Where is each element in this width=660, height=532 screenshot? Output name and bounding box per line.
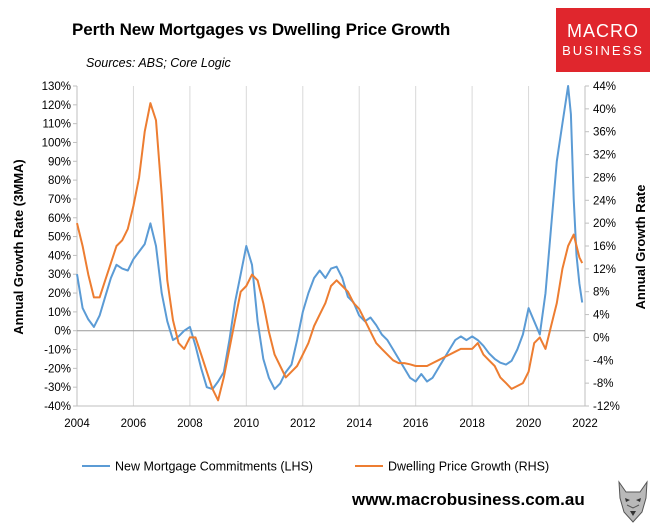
chart-subtitle: Sources: ABS; Core Logic bbox=[86, 56, 231, 70]
legend-label: New Mortgage Commitments (LHS) bbox=[115, 460, 313, 474]
chart: -40% -30% -20% -10% 0% 10% 20% 30% 40% 50% 60% 70% 8… bbox=[11, 81, 648, 474]
right-tick-label: 24% bbox=[593, 195, 616, 207]
left-tick-label: 0% bbox=[54, 326, 71, 338]
macrobusiness-logo: MACRO BUSINESS bbox=[556, 8, 650, 72]
series-line-dwelling-price-growth bbox=[76, 102, 584, 402]
legend-label: Dwelling Price Growth (RHS) bbox=[388, 460, 549, 474]
right-tick-label: 36% bbox=[593, 127, 616, 139]
x-tick-2018: 2018 bbox=[459, 418, 485, 430]
x-tick-2012: 2012 bbox=[290, 418, 316, 430]
x-tick-2020: 2020 bbox=[516, 418, 542, 430]
x-tick-2008: 2008 bbox=[177, 418, 203, 430]
x-tick-2022: 2022 bbox=[572, 418, 598, 430]
wolf-logo-icon bbox=[618, 480, 648, 523]
x-tick-2016: 2016 bbox=[403, 418, 429, 430]
right-tick-label: -8% bbox=[593, 378, 613, 390]
left-tick-label: -20% bbox=[44, 363, 71, 375]
right-tick-label: 40% bbox=[593, 104, 616, 116]
y-axis-label-left: Annual Growth Rate (3MMA) bbox=[11, 159, 26, 335]
series-line-mortgage-commitments bbox=[76, 85, 584, 391]
left-tick-label: 20% bbox=[48, 288, 71, 300]
left-tick-label: 80% bbox=[48, 175, 71, 187]
left-tick-label: 130% bbox=[42, 81, 71, 93]
right-tick-label: 8% bbox=[593, 287, 610, 299]
left-tick-label: -10% bbox=[44, 345, 71, 357]
left-tick-label: 50% bbox=[48, 232, 71, 244]
y-axis-label-right: Annual Growth Rate bbox=[633, 185, 648, 310]
left-tick-labels: -40% -30% -20% -10% 0% 10% 20% 30% 40% 50% 60% 70% 8… bbox=[42, 81, 71, 413]
x-tick-2014: 2014 bbox=[346, 418, 372, 430]
right-tick-label: 12% bbox=[593, 264, 616, 276]
logo-line-1: MACRO bbox=[567, 21, 639, 41]
right-tick-labels: -12% -8% -4% 0% 4% 8% 12% 16% 20% 24% 28% 32% 36% 40%… bbox=[593, 81, 620, 413]
right-tick-label: -4% bbox=[593, 355, 613, 367]
x-tick-2010: 2010 bbox=[234, 418, 260, 430]
axes bbox=[73, 85, 589, 407]
left-tick-label: -40% bbox=[44, 401, 71, 413]
right-tick-label: 28% bbox=[593, 172, 616, 184]
footer-url[interactable]: www.macrobusiness.com.au bbox=[352, 490, 585, 509]
x-tick-labels: 2004 2006 2008 2010 2012 2014 2016 2018 2020 2022 bbox=[64, 418, 598, 430]
chart-title: Perth New Mortgages vs Dwelling Price Gr… bbox=[72, 20, 451, 39]
x-tick-2006: 2006 bbox=[121, 418, 147, 430]
logo-line-2: BUSINESS bbox=[562, 43, 644, 58]
left-tick-label: 90% bbox=[48, 156, 71, 168]
left-tick-label: 30% bbox=[48, 269, 71, 281]
left-tick-label: 60% bbox=[48, 213, 71, 225]
right-tick-label: 4% bbox=[593, 310, 610, 322]
left-tick-label: -30% bbox=[44, 382, 71, 394]
left-tick-label: 120% bbox=[42, 100, 71, 112]
right-tick-label: 32% bbox=[593, 150, 616, 162]
left-tick-label: 110% bbox=[42, 119, 71, 131]
right-tick-label: 0% bbox=[593, 332, 610, 344]
left-tick-label: 70% bbox=[48, 194, 71, 206]
left-tick-label: 100% bbox=[42, 137, 71, 149]
right-tick-label: 44% bbox=[593, 81, 616, 93]
left-tick-label: 40% bbox=[48, 250, 71, 262]
grid bbox=[76, 86, 586, 406]
right-tick-label: 16% bbox=[593, 241, 616, 253]
left-tick-label: 10% bbox=[48, 307, 71, 319]
right-tick-label: -12% bbox=[593, 401, 620, 413]
series-lines bbox=[76, 85, 584, 402]
right-tick-label: 20% bbox=[593, 218, 616, 230]
legend: New Mortgage Commitments (LHS) Dwelling P… bbox=[82, 460, 549, 474]
x-tick-2004: 2004 bbox=[64, 418, 90, 430]
